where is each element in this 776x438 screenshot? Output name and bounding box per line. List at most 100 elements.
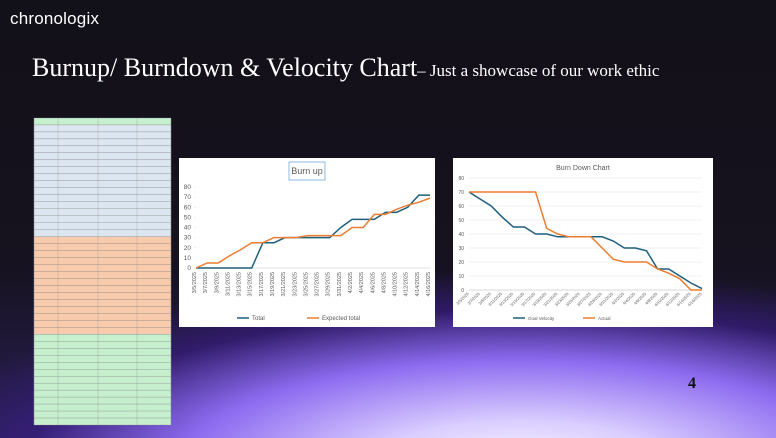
table-row xyxy=(33,257,172,265)
x-tick-label: 3/31/2025 xyxy=(337,272,343,296)
series-line xyxy=(195,197,431,269)
table-row xyxy=(33,180,172,188)
table-row xyxy=(33,376,172,384)
x-tick-label: 4/4/2025 xyxy=(359,272,365,293)
table-row xyxy=(33,403,172,412)
table-row xyxy=(33,145,172,154)
x-tick-label: 3/15/2025 xyxy=(248,272,254,296)
table-row xyxy=(33,236,172,244)
y-tick-label: 50 xyxy=(184,214,192,221)
x-tick-label: 3/27/2025 xyxy=(315,272,321,296)
chart-title: Burn Down Chart xyxy=(556,165,610,172)
table-row xyxy=(33,138,172,147)
series-line xyxy=(469,191,702,291)
y-tick-label: 10 xyxy=(184,255,192,262)
x-tick-label: 3/7/2025 xyxy=(203,272,209,293)
y-tick-label: 20 xyxy=(458,260,464,266)
x-tick-label: 4/14/2025 xyxy=(415,272,421,296)
subtitle: – Just a showcase of our work ethic xyxy=(417,61,660,80)
x-tick-label: 3/13/2025 xyxy=(237,272,243,296)
y-tick-label: 80 xyxy=(458,176,464,182)
table-row xyxy=(33,362,172,370)
x-tick-label: 3/17/2025 xyxy=(259,272,265,296)
table-row xyxy=(33,299,172,307)
table-row xyxy=(33,187,172,195)
x-tick-label: 3/19/2025 xyxy=(270,272,276,296)
y-tick-label: 80 xyxy=(184,184,192,191)
y-tick-label: 60 xyxy=(458,204,464,210)
table-row xyxy=(33,292,172,300)
x-tick-label: 4/12/2025 xyxy=(404,272,410,296)
table-row xyxy=(33,396,172,405)
table-row xyxy=(33,250,172,258)
x-tick-label: 4/10/2025 xyxy=(393,272,399,296)
x-tick-label: 3/29/2025 xyxy=(326,272,332,296)
table-row xyxy=(33,117,172,126)
x-tick-label: 3/11/2025 xyxy=(225,272,231,296)
chart-area xyxy=(453,158,713,327)
page-number: 4 xyxy=(688,375,696,392)
table-row xyxy=(33,417,172,426)
table-row xyxy=(33,341,172,349)
table-row xyxy=(33,264,172,272)
table-row xyxy=(33,313,172,321)
y-tick-label: 0 xyxy=(187,265,191,272)
y-tick-label: 60 xyxy=(184,204,192,211)
table-row xyxy=(33,229,172,237)
chart-area xyxy=(179,158,435,327)
table-row xyxy=(33,159,172,167)
table-row xyxy=(33,306,172,314)
x-tick-label: 3/5/2025 xyxy=(192,272,198,293)
y-tick-label: 20 xyxy=(184,245,192,252)
x-tick-label: 3/21/2025 xyxy=(281,272,287,296)
y-tick-label: 0 xyxy=(461,288,464,294)
table-row xyxy=(33,173,172,181)
x-tick-label: 4/16/2025 xyxy=(426,272,432,296)
brand: chronologix xyxy=(10,9,100,28)
x-tick-label: 3/9/2025 xyxy=(214,272,220,293)
y-tick-label: 50 xyxy=(458,218,464,224)
table-row xyxy=(33,166,172,174)
x-tick-label: 4/8/2025 xyxy=(381,272,387,293)
table-row xyxy=(33,348,172,356)
table-row xyxy=(33,271,172,279)
table-row xyxy=(33,152,172,161)
y-tick-label: 70 xyxy=(458,190,464,196)
title: Burnup/ Burndown & Velocity Chart xyxy=(32,53,418,82)
x-tick-label: 4/2/2025 xyxy=(348,272,354,293)
table-row xyxy=(33,243,172,251)
y-tick-label: 70 xyxy=(184,194,192,201)
table-row xyxy=(33,327,172,335)
x-tick-label: 3/23/2025 xyxy=(292,272,298,296)
table-row xyxy=(33,285,172,293)
y-tick-label: 30 xyxy=(184,235,192,242)
legend-label: Goal Velocity xyxy=(528,316,555,321)
x-tick-label: 3/25/2025 xyxy=(303,272,309,296)
table-row xyxy=(33,369,172,377)
table-row xyxy=(33,389,172,398)
y-tick-label: 40 xyxy=(184,225,192,232)
legend-label: Total xyxy=(252,316,265,322)
y-tick-label: 10 xyxy=(458,274,464,280)
x-tick-label: 4/6/2025 xyxy=(370,272,376,293)
legend-label: Expected total xyxy=(322,316,360,322)
table-row xyxy=(33,201,172,209)
table-row xyxy=(33,355,172,363)
title-box xyxy=(288,161,326,181)
y-tick-label: 40 xyxy=(458,232,464,238)
table-row xyxy=(33,131,172,140)
table-row xyxy=(33,410,172,419)
y-tick-label: 30 xyxy=(458,246,464,252)
legend-label: Actual xyxy=(598,316,611,321)
table-row xyxy=(33,208,172,216)
table-row xyxy=(33,222,172,230)
slide-title: Burnup/ Burndown & Velocity Chart– Just … xyxy=(32,53,659,83)
table-row xyxy=(33,194,172,202)
table-row xyxy=(33,278,172,286)
chart-title: Burn up xyxy=(291,166,323,176)
table-row xyxy=(33,124,172,133)
table-row xyxy=(33,382,172,391)
table-row xyxy=(33,215,172,223)
